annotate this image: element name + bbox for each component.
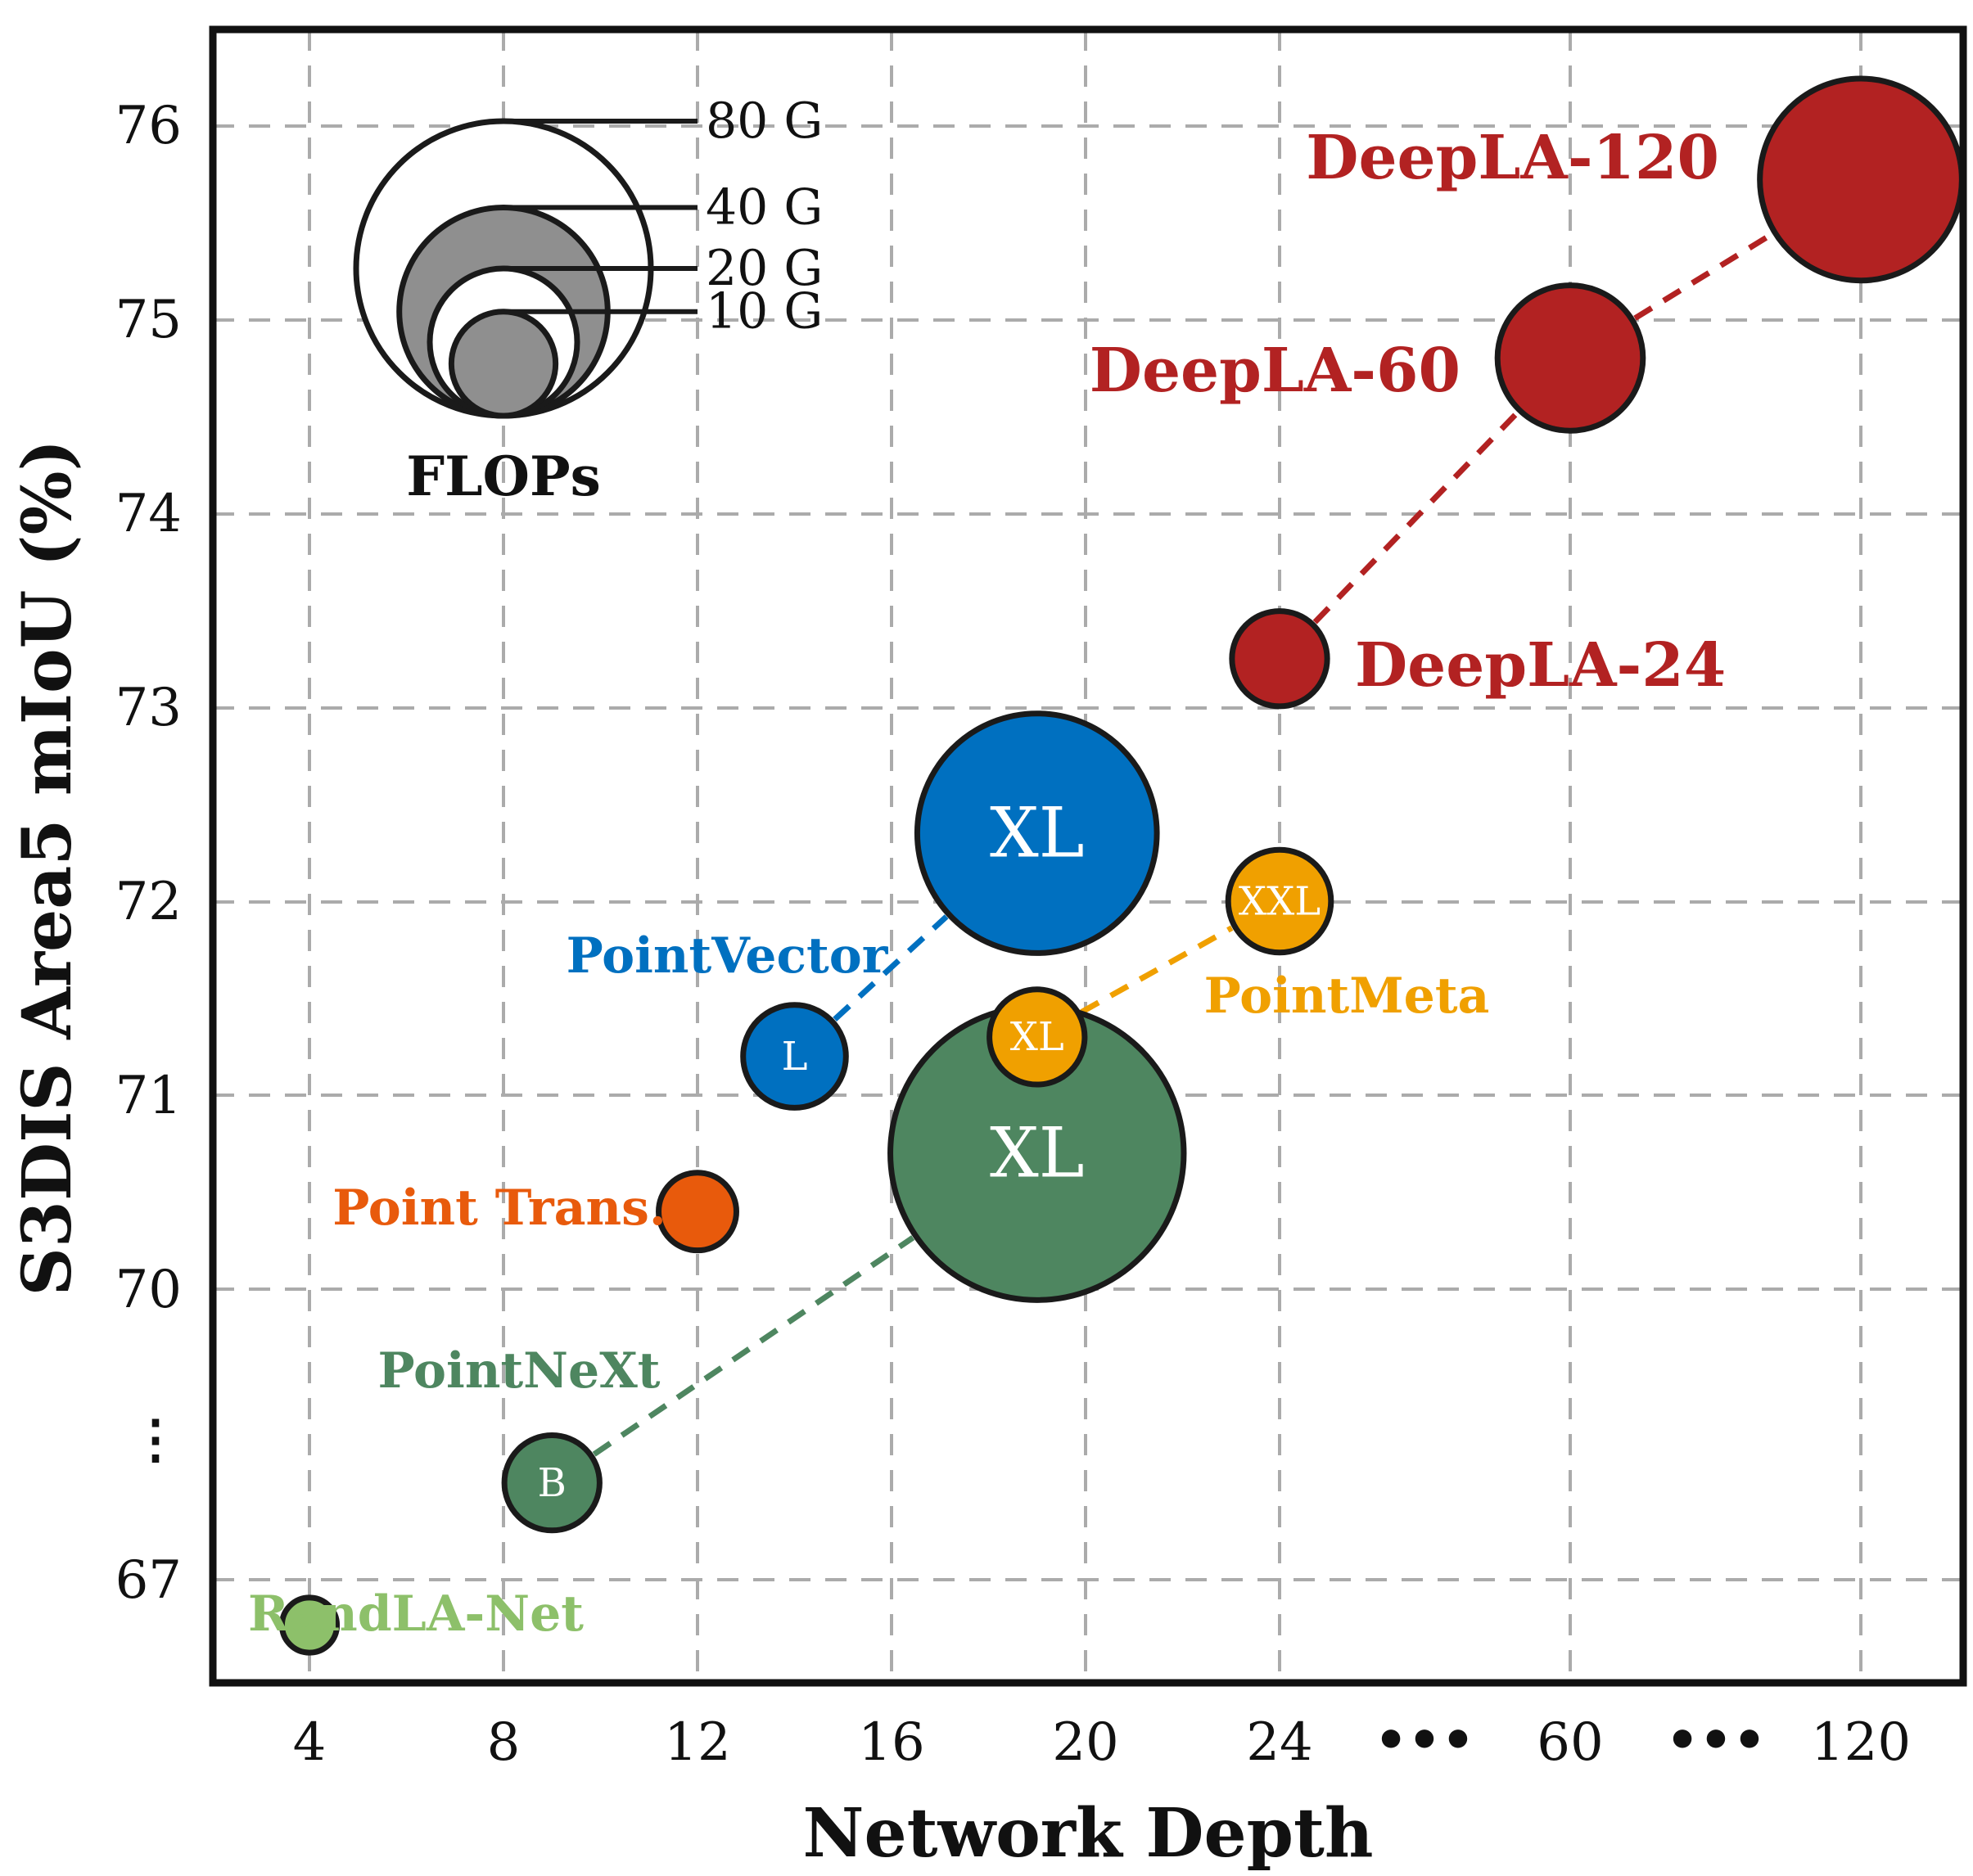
y-axis-ticks: 67 70 71 72 73 74 75 76 ⋮ bbox=[115, 96, 182, 1611]
y-tick-label: 72 bbox=[115, 872, 182, 932]
x-tick-label: 12 bbox=[664, 1712, 730, 1773]
bubble-point bbox=[1757, 75, 1965, 284]
y-tick-label: 71 bbox=[115, 1066, 182, 1126]
y-tick-label: 76 bbox=[115, 96, 182, 156]
y-tick-label: 67 bbox=[115, 1550, 182, 1611]
flops-size-legend: 80 G 40 G20 G10 G FLOPs bbox=[353, 92, 823, 508]
deepla-point-label: DeepLA-24 bbox=[1355, 630, 1726, 701]
bubble-label: XL bbox=[990, 1113, 1085, 1193]
bubble-label: B bbox=[538, 1460, 567, 1506]
series-name-label: Point Trans. bbox=[332, 1179, 666, 1237]
data-labels: XL XL L XXL XL B PointVector PointMeta PointNeXt… bbox=[248, 123, 1726, 1643]
bubble-point bbox=[278, 1594, 341, 1656]
x-tick-label: 60 bbox=[1537, 1712, 1603, 1773]
series-connector bbox=[1080, 925, 1234, 1015]
series-name-label: PointMeta bbox=[1204, 967, 1490, 1025]
bubble-point bbox=[986, 986, 1088, 1088]
y-tick-label: 73 bbox=[115, 678, 182, 738]
y-tick-label: 70 bbox=[115, 1260, 182, 1320]
y-axis-break: ⋮ bbox=[129, 1409, 182, 1470]
x-axis-ticks: 4 8 12 16 20 24 60 120 ••• ••• bbox=[293, 1710, 1911, 1773]
series-connectors bbox=[592, 232, 1774, 1457]
series-connector bbox=[592, 1235, 915, 1457]
series-connector bbox=[1633, 232, 1774, 321]
bubble-label: XL bbox=[1010, 1014, 1064, 1060]
series-name-label: PointNeXt bbox=[378, 1342, 661, 1400]
series-name-label: PointVector bbox=[567, 927, 889, 985]
deepla-point-label: DeepLA-120 bbox=[1306, 123, 1719, 193]
x-axis-title: Network Depth bbox=[803, 1794, 1374, 1873]
bubble-label: XL bbox=[990, 793, 1085, 873]
legend-size-label: 10 G bbox=[706, 283, 823, 340]
y-tick-label: 74 bbox=[115, 484, 182, 544]
bubble-label: L bbox=[782, 1034, 808, 1080]
bubbles bbox=[278, 75, 1965, 1656]
legend-size-label: 80 G bbox=[706, 92, 823, 150]
y-axis-title: S3DIS Area5 mIoU (%) bbox=[8, 440, 87, 1297]
bubble-point bbox=[1229, 608, 1330, 710]
bubble-label: XXL bbox=[1239, 878, 1321, 924]
x-axis-break: ••• bbox=[1375, 1710, 1475, 1771]
series-connector bbox=[833, 914, 949, 1021]
bubble-point bbox=[914, 710, 1160, 956]
bubble-point bbox=[740, 1002, 849, 1111]
x-axis-break: ••• bbox=[1666, 1710, 1767, 1771]
bubble-point bbox=[1225, 846, 1334, 956]
x-tick-label: 4 bbox=[293, 1712, 327, 1773]
x-tick-label: 24 bbox=[1246, 1712, 1312, 1773]
series-connector bbox=[1312, 410, 1520, 625]
x-tick-label: 20 bbox=[1052, 1712, 1118, 1773]
x-tick-label: 16 bbox=[858, 1712, 924, 1773]
y-tick-label: 75 bbox=[115, 290, 182, 350]
bubble-point bbox=[1494, 282, 1646, 434]
legend-size-label: 20 G bbox=[706, 240, 823, 297]
plot-frame bbox=[209, 25, 1967, 1687]
bubble-point bbox=[501, 1432, 603, 1534]
bubble-point bbox=[656, 1170, 739, 1254]
deepla-point-label: DeepLA-60 bbox=[1090, 336, 1461, 406]
grid bbox=[213, 29, 1963, 1683]
legend-size-label: 40 G bbox=[706, 178, 823, 236]
x-tick-label: 120 bbox=[1811, 1712, 1911, 1773]
legend-title: FLOPs bbox=[406, 444, 601, 508]
legend-size-circle bbox=[448, 309, 559, 419]
series-name-label: RandLA-Net bbox=[248, 1585, 584, 1643]
x-tick-label: 8 bbox=[487, 1712, 521, 1773]
